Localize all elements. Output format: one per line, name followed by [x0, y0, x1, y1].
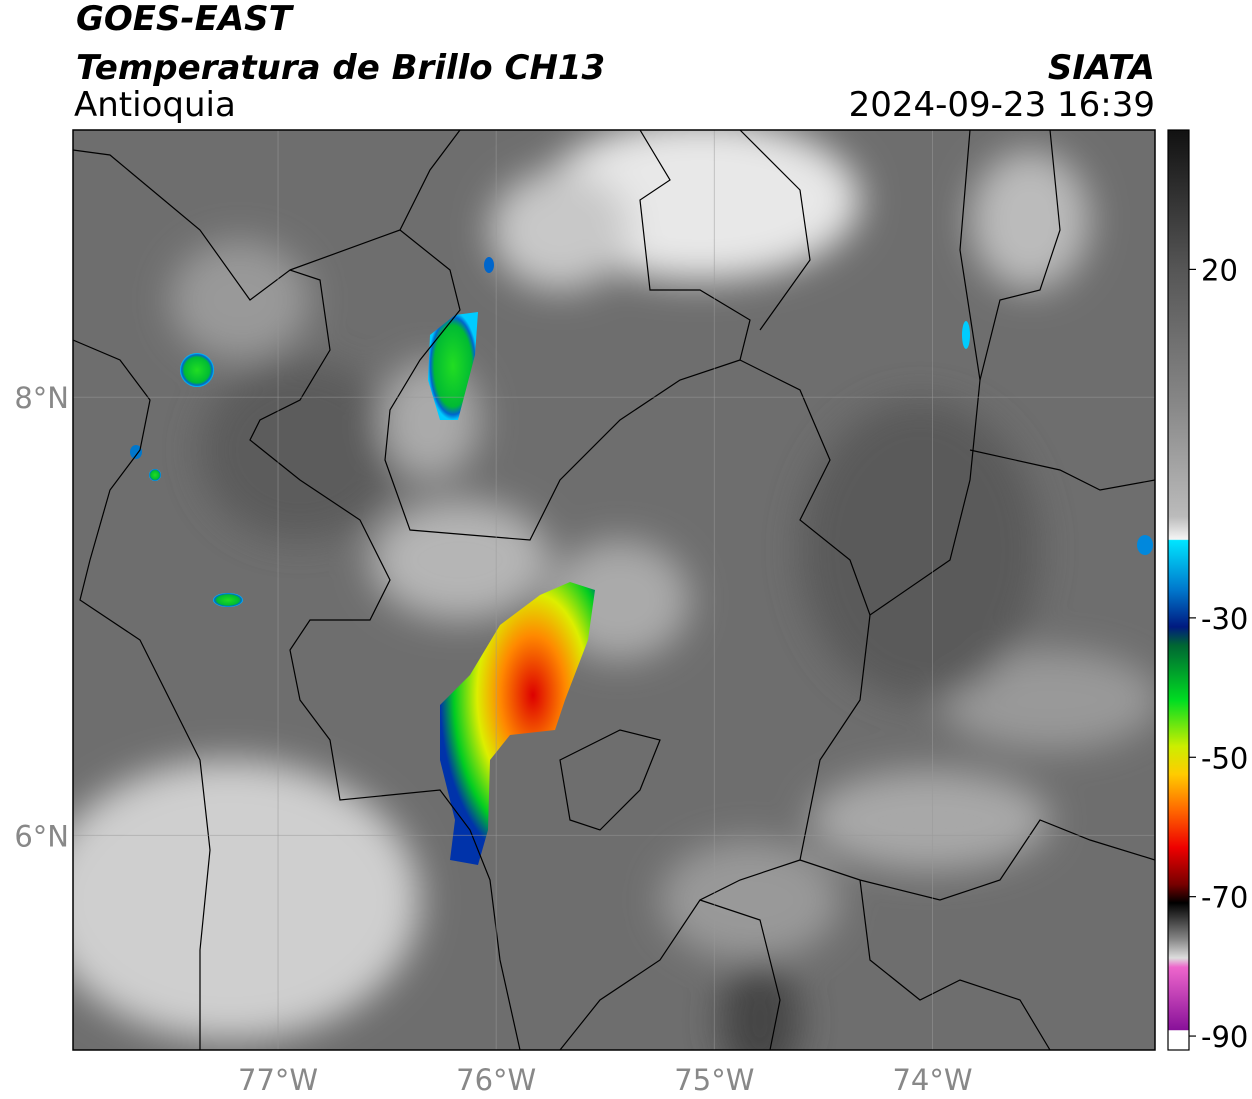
y-tick-label: 6°N	[14, 819, 69, 853]
y-tick-label: 8°N	[14, 381, 69, 415]
colorbar-tick-label: 20	[1201, 253, 1238, 287]
colorbar	[1167, 129, 1190, 1051]
colorbar-tick-label: -50	[1201, 741, 1248, 775]
colorbar-ticks: 20 -30 -50 -70 -90	[1189, 253, 1248, 1054]
x-tick-label: 74°W	[892, 1063, 972, 1097]
subtitle: Temperatura de Brillo CH13	[76, 48, 605, 88]
region: Antioquia	[74, 85, 236, 125]
colorbar-tick-label: -30	[1201, 602, 1248, 636]
map-frame	[72, 129, 1156, 1051]
graticule: 77°W 76°W 75°W 74°W 8°N 6°N	[14, 130, 1155, 1097]
x-tick-label: 75°W	[674, 1063, 754, 1097]
colorbar-tick-label: -70	[1201, 881, 1248, 915]
satellite-image	[73, 130, 1155, 1050]
title: GOES-EAST	[76, 0, 295, 39]
x-tick-label: 76°W	[456, 1063, 536, 1097]
source: SIATA	[1048, 48, 1155, 88]
colorbar-tick-label: -90	[1201, 1020, 1248, 1054]
datetime: 2024-09-23 16:39	[849, 85, 1155, 125]
x-tick-label: 77°W	[238, 1063, 318, 1097]
